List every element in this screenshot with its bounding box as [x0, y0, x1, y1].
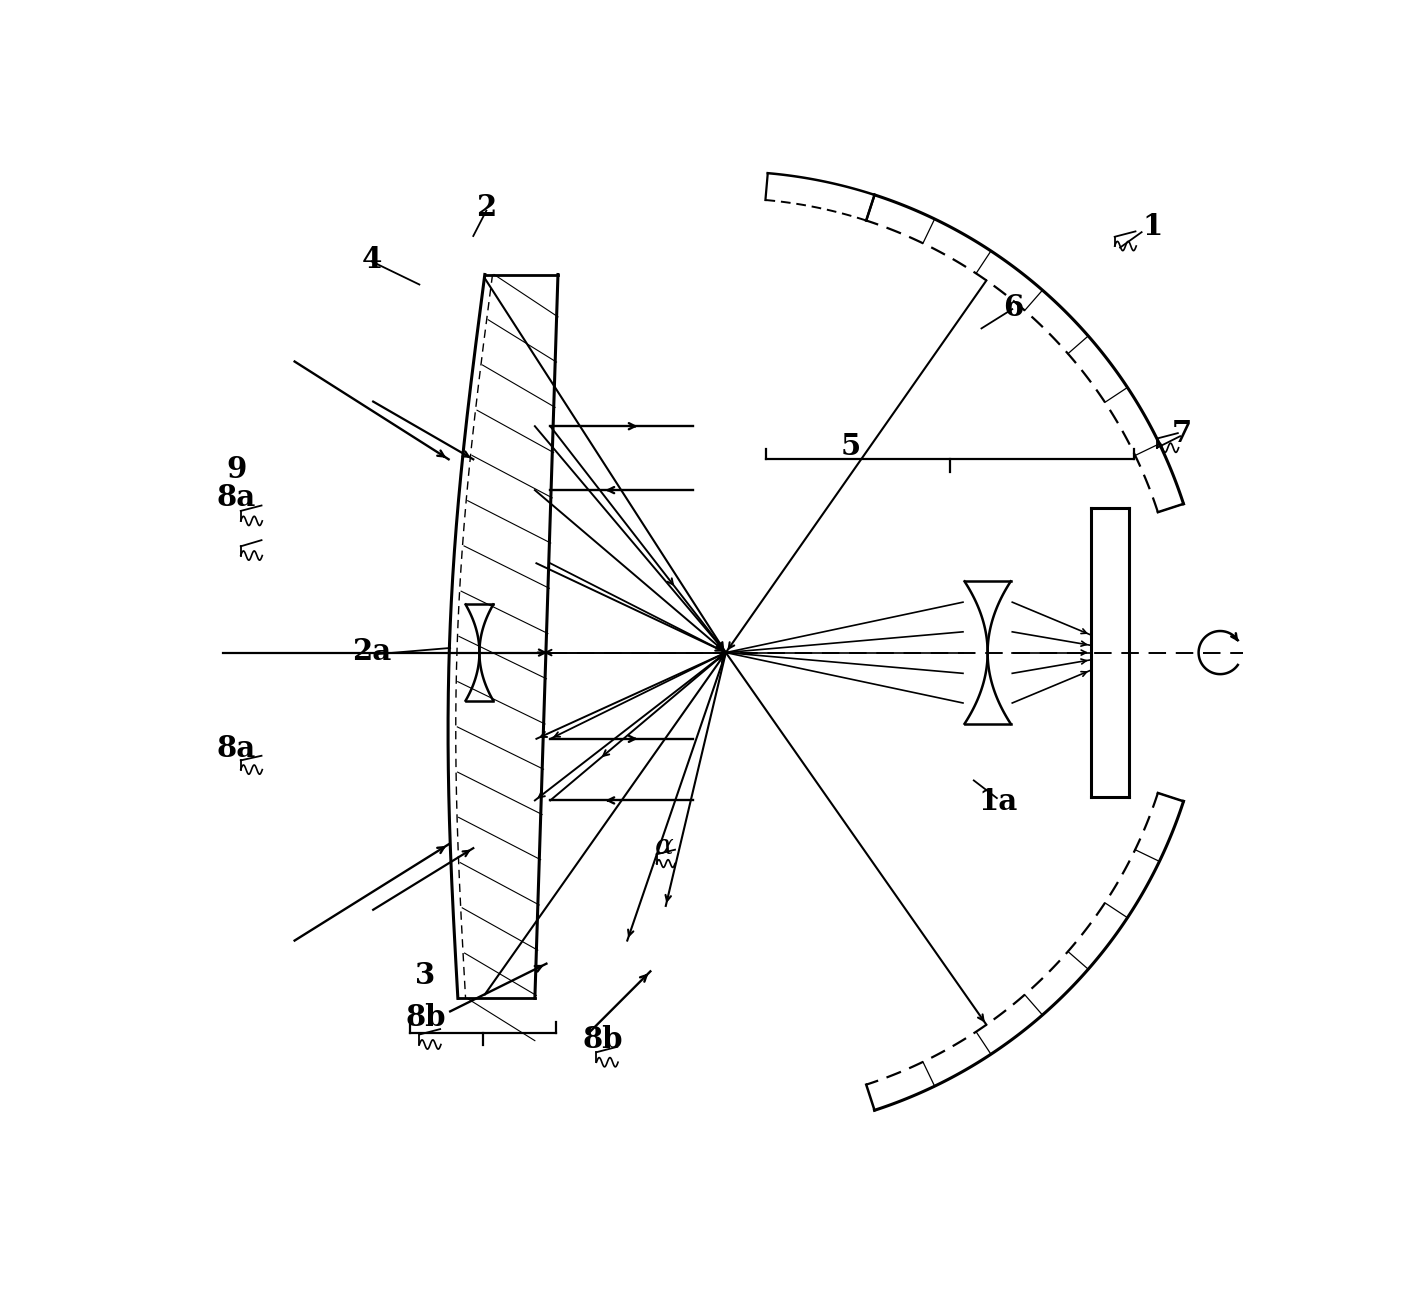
Text: 3: 3 [415, 961, 435, 989]
Text: 8b: 8b [582, 1024, 623, 1054]
Text: 2: 2 [476, 193, 496, 222]
Text: 7: 7 [1172, 419, 1192, 449]
Text: 1a: 1a [979, 787, 1017, 816]
Text: 2a: 2a [351, 637, 391, 666]
Text: 8a: 8a [217, 484, 255, 512]
Text: 8a: 8a [217, 733, 255, 763]
Text: 5: 5 [840, 432, 860, 460]
Text: 6: 6 [1003, 294, 1024, 322]
Text: 9: 9 [225, 455, 247, 484]
Text: 4: 4 [361, 244, 381, 274]
Text: α: α [655, 833, 673, 860]
Text: 1: 1 [1142, 212, 1162, 242]
Text: 8b: 8b [405, 1003, 446, 1032]
